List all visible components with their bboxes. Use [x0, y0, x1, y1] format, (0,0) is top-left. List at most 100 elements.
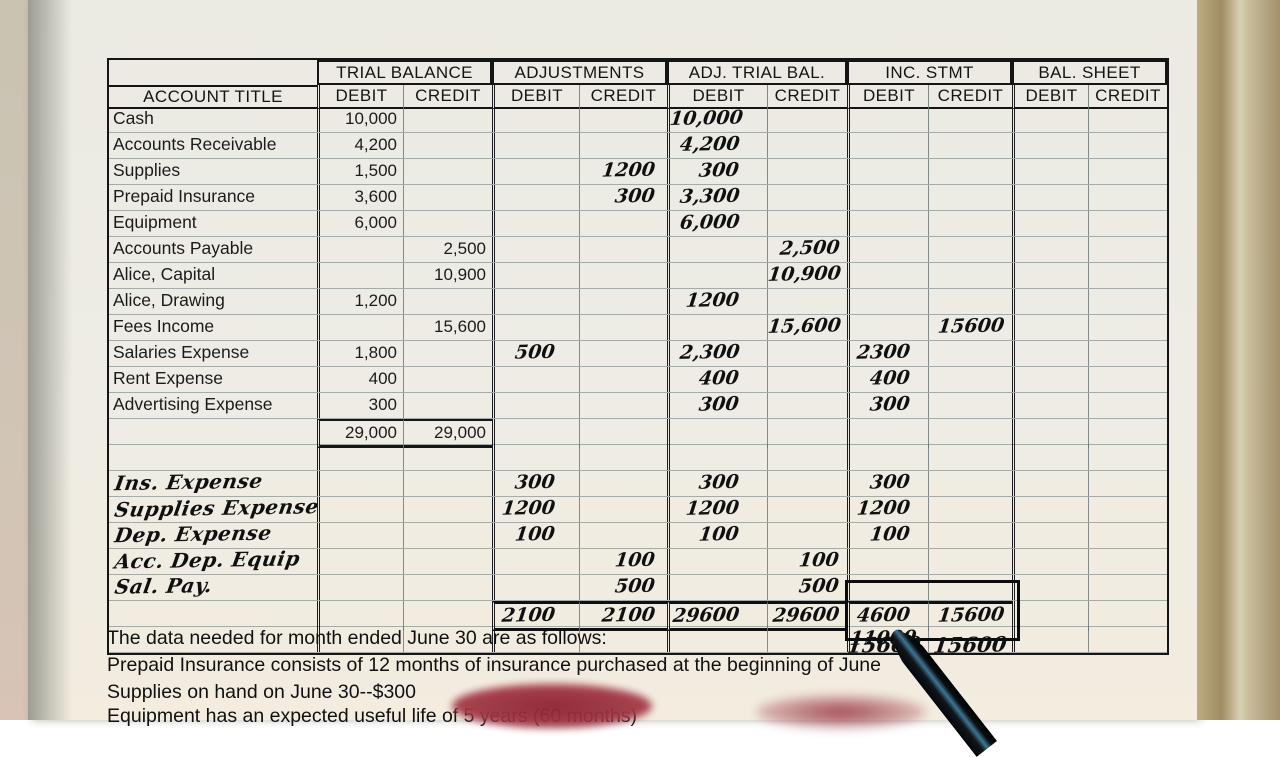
cell-2-adj_credit: 1200 — [579, 159, 667, 184]
cell-16-atb_credit — [767, 523, 847, 548]
final-balance-row: 15600 15600 — [846, 631, 1018, 658]
cell-7-tb_credit — [403, 289, 492, 314]
cell-3-bs_debit — [1012, 185, 1088, 210]
value-text: 29600 — [771, 603, 841, 627]
worksheet-row-0: Cash 10,000 10,000 — [109, 107, 1167, 133]
account-title-cell-2: Supplies — [109, 159, 317, 184]
cell-14-atb_debit: 300 — [667, 471, 767, 496]
bs-debit-header: DEBIT — [1012, 85, 1088, 109]
cell-8-tb_debit — [317, 315, 403, 340]
value-text: 2,500 — [443, 239, 486, 258]
cell-17-adj_credit: 100 — [579, 549, 667, 574]
cell-1-tb_debit: 4,200 — [317, 133, 403, 158]
cell-17-inc_debit — [847, 549, 928, 574]
cell-6-inc_credit — [928, 263, 1012, 288]
account-title-cell-9: Salaries Expense — [109, 341, 317, 366]
worksheet-row-7: Alice, Drawing 1,200 1200 — [109, 289, 1167, 315]
value-text: 15600 — [936, 314, 1006, 338]
value-text: 100 — [798, 548, 841, 572]
cell-14-atb_credit — [767, 471, 847, 496]
value-text: 29,000 — [345, 423, 397, 442]
cell-17-adj_debit — [492, 549, 579, 574]
value-text: 1,200 — [354, 291, 397, 310]
cell-19-bs_debit — [1012, 601, 1088, 631]
adj-credit-header: CREDIT — [579, 85, 667, 109]
cell-0-atb_debit: 10,000 — [667, 107, 767, 132]
cell-1-atb_debit: 4,200 — [667, 133, 767, 158]
cell-19-adj_debit: 2100 — [492, 601, 579, 631]
cell-6-bs_credit — [1088, 263, 1167, 288]
cell-1-tb_credit — [403, 133, 492, 158]
account-title-cell-4: Equipment — [109, 211, 317, 236]
section-adj-trial-bal: ADJ. TRIAL BAL. — [667, 60, 847, 85]
cell-3-adj_debit — [492, 185, 579, 210]
cell-16-tb_debit — [317, 523, 403, 548]
cell-12-tb_debit: 29,000 — [317, 419, 403, 448]
value-text: 4,200 — [354, 135, 397, 154]
cell-11-atb_debit: 300 — [667, 393, 767, 418]
cell-20-atb_credit — [767, 627, 847, 652]
value-text: 1200 — [600, 158, 657, 182]
account-title-cell-0: Cash — [109, 107, 317, 132]
value-text: 300 — [868, 470, 912, 494]
cell-9-adj_credit — [579, 341, 667, 366]
cell-12-tb_credit: 29,000 — [403, 419, 492, 448]
cell-5-inc_debit — [847, 237, 928, 262]
cell-4-inc_debit — [847, 211, 928, 236]
cell-19-inc_debit: 4600 — [847, 601, 928, 631]
cell-9-adj_debit: 500 — [492, 341, 579, 366]
cell-18-atb_credit: 500 — [767, 575, 847, 600]
cell-17-tb_credit — [403, 549, 492, 574]
worksheet-row-18: Sal. Pay. 500 500 — [109, 573, 1167, 601]
account-title-text: Advertising Expense — [113, 394, 273, 414]
value-text: 1,500 — [354, 161, 397, 180]
cell-5-adj_credit — [579, 237, 667, 262]
value-text: 4600 — [855, 603, 912, 627]
value-text: 2,500 — [778, 236, 841, 260]
cell-11-tb_credit — [403, 393, 492, 418]
cell-13-atb_credit — [767, 445, 847, 470]
cell-15-tb_debit — [317, 497, 403, 522]
value-text: 500 — [614, 574, 657, 598]
cell-12-atb_debit — [667, 419, 767, 448]
cell-2-bs_credit — [1088, 159, 1167, 184]
account-title-text: Accounts Payable — [113, 238, 254, 258]
cell-1-inc_debit — [847, 133, 928, 158]
account-title-cell-17: Acc. Dep. Equip — [109, 546, 317, 574]
cell-8-adj_debit — [492, 315, 579, 340]
account-title-cell-20 — [109, 627, 317, 652]
cell-16-tb_credit — [403, 523, 492, 548]
section-trial-balance: TRIAL BALANCE — [317, 60, 492, 85]
cell-7-bs_credit — [1088, 289, 1167, 314]
adj-debit-header: DEBIT — [492, 85, 579, 109]
cell-12-adj_credit — [579, 419, 667, 448]
cell-5-bs_credit — [1088, 237, 1167, 262]
cell-15-inc_debit: 1200 — [847, 497, 928, 522]
value-text: 3,300 — [678, 184, 741, 208]
cell-8-inc_credit: 15600 — [928, 314, 1012, 340]
worksheet-row-3: Prepaid Insurance 3,600 300 3,300 — [109, 185, 1167, 211]
account-title-text: Alice, Drawing — [113, 290, 225, 310]
cell-7-bs_debit — [1012, 289, 1088, 314]
worksheet-row-17: Acc. Dep. Equip 100 100 — [109, 546, 1167, 575]
inc-debit-header: DEBIT — [847, 85, 928, 109]
section-inc-stmt: INC. STMT — [847, 60, 1012, 85]
account-title-cell-5: Accounts Payable — [109, 237, 317, 262]
account-title-text: Prepaid Insurance — [113, 186, 256, 206]
cell-14-adj_credit — [579, 471, 667, 496]
cell-14-inc_credit — [928, 471, 1012, 496]
atb-credit-header: CREDIT — [767, 85, 847, 109]
cell-0-inc_credit — [928, 107, 1012, 132]
cell-11-bs_credit — [1088, 393, 1167, 418]
account-title-cell-16: Dep. Expense — [109, 521, 317, 548]
value-text: 100 — [697, 522, 741, 546]
value-text: 1200 — [684, 496, 741, 520]
cell-13-adj_credit — [579, 445, 667, 470]
cell-1-bs_credit — [1088, 133, 1167, 158]
worksheet-rows: Cash 10,000 10,000 Accounts Receivable 4,200… — [109, 107, 1167, 653]
cell-14-bs_debit — [1012, 471, 1088, 496]
cell-18-adj_debit — [492, 575, 579, 600]
value-text: 400 — [868, 366, 912, 390]
cell-6-tb_debit — [317, 263, 403, 288]
cell-2-adj_debit — [492, 159, 579, 184]
